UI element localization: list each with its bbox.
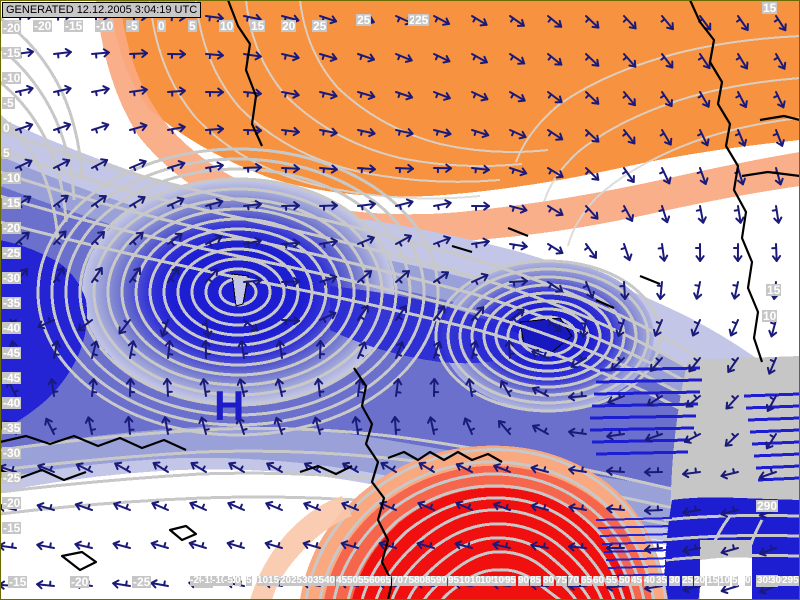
bottom-axis-label: 100: [493, 575, 510, 586]
bottom-axis-label: 80: [414, 575, 426, 586]
bottom-axis-label: -5: [224, 575, 233, 586]
bottom-axis-label: 85: [530, 575, 542, 586]
left-axis-label: -40: [2, 396, 22, 410]
bottom-axis-label: 45: [336, 575, 348, 586]
bottom-axis-label: 30: [302, 575, 314, 586]
bottom-axis-label: 65: [380, 575, 392, 586]
top-axis-label: -20: [33, 19, 53, 33]
left-axis-label: -25: [2, 471, 22, 485]
generated-timestamp: GENERATED 12.12.2005 3:04:19 UTC: [2, 2, 202, 18]
top-axis-label: -5: [126, 19, 139, 33]
bottom-axis-label: 40: [324, 575, 336, 586]
interior-contour-label: 10: [762, 309, 778, 323]
bottom-axis-label: 10: [257, 575, 269, 586]
left-axis-label: -20: [2, 221, 22, 235]
bottom-axis-label: 65: [581, 575, 593, 586]
bottom-axis-label: 105: [470, 575, 487, 586]
bottom-axis-label: 85: [425, 575, 437, 586]
bottom-axis-label: 300: [770, 575, 787, 586]
left-axis-label: -20: [2, 21, 22, 35]
top-axis-label: -15: [64, 19, 84, 33]
bottom-axis-label: 105: [480, 575, 497, 586]
left-axis-label: -25: [2, 246, 22, 260]
pressure-center-marker: H: [214, 382, 245, 429]
left-axis-label: -45: [2, 346, 22, 360]
top-axis-label: 5: [188, 19, 197, 33]
top-axis-label: 0: [157, 19, 166, 33]
left-axis-label: 0: [2, 121, 11, 135]
bottom-axis-label: 80: [543, 575, 555, 586]
bottom-axis-label: 75: [403, 575, 415, 586]
bottom-axis-label: -10: [212, 575, 227, 586]
bottom-axis-label: 295: [782, 575, 799, 586]
bottom-axis-label: 20: [280, 575, 292, 586]
left-axis-label: -20: [2, 496, 22, 510]
bottom-axis-label: 45: [631, 575, 643, 586]
left-axis-label: -10: [2, 71, 22, 85]
left-axis-label: 5: [2, 146, 11, 160]
bottom-axis-label: 5: [246, 575, 252, 586]
bottom-axis-label: 25: [291, 575, 303, 586]
bottom-axis-label: 20: [694, 575, 706, 586]
interior-contour-label: 290: [756, 499, 779, 513]
bottom-axis-label: 95: [448, 575, 460, 586]
bottom-axis-label: 5: [732, 575, 738, 586]
left-axis-label: -35: [2, 296, 22, 310]
interior-contour-label: 15: [762, 1, 778, 15]
bottom-axis-label: 55: [358, 575, 370, 586]
bottom-axis-label: 0: [235, 575, 241, 586]
left-axis-label: -5: [2, 96, 15, 110]
bottom-axis-label: 15: [268, 575, 280, 586]
bottom-axis-label: 60: [593, 575, 605, 586]
left-axis-label: -10: [2, 171, 22, 185]
left-axis-label: -45: [2, 371, 22, 385]
interior-contour-label: 25: [414, 13, 430, 27]
left-axis-label: -30: [2, 271, 22, 285]
bottom-axis-label: -15: [8, 575, 28, 589]
bottom-axis-label: -20: [190, 575, 205, 586]
bottom-axis-label: -25: [132, 575, 152, 589]
left-axis-label: -35: [2, 421, 22, 435]
bottom-axis-label: 35: [656, 575, 668, 586]
top-axis-label: 20: [281, 19, 297, 33]
bottom-axis-label: 40: [644, 575, 656, 586]
bottom-axis-label: -20: [70, 575, 90, 589]
left-axis-label: -15: [2, 196, 22, 210]
top-axis-label: 10: [219, 19, 235, 33]
bottom-axis-label: 305: [757, 575, 774, 586]
bottom-axis-label: 35: [313, 575, 325, 586]
bottom-axis-label: 50: [347, 575, 359, 586]
left-axis-label: -15: [2, 521, 22, 535]
bottom-axis-label: 70: [568, 575, 580, 586]
bottom-axis-label: 50: [619, 575, 631, 586]
bottom-axis-label: 0: [745, 575, 751, 586]
top-axis-label: 25: [312, 19, 328, 33]
bottom-axis-label: 30: [669, 575, 681, 586]
bottom-axis-label: 10: [719, 575, 731, 586]
bottom-axis-label: 60: [369, 575, 381, 586]
bottom-axis-label: 70: [392, 575, 404, 586]
left-axis-label: -40: [2, 321, 22, 335]
bottom-axis-label: 90: [436, 575, 448, 586]
bottom-axis-label: 15: [707, 575, 719, 586]
bottom-axis-label: 55: [606, 575, 618, 586]
interior-contour-label: 15: [766, 283, 782, 297]
bottom-axis-label: 25: [682, 575, 694, 586]
bottom-axis-label: 90: [518, 575, 530, 586]
interior-contour-label: 25: [356, 13, 372, 27]
left-axis-label: -30: [2, 446, 22, 460]
bottom-axis-label: -15: [201, 575, 216, 586]
top-axis-label: 15: [250, 19, 266, 33]
bottom-axis-label: 95: [505, 575, 517, 586]
top-axis-label: -10: [95, 19, 115, 33]
left-axis-label: -15: [2, 46, 22, 60]
bottom-axis-label: 75: [556, 575, 568, 586]
